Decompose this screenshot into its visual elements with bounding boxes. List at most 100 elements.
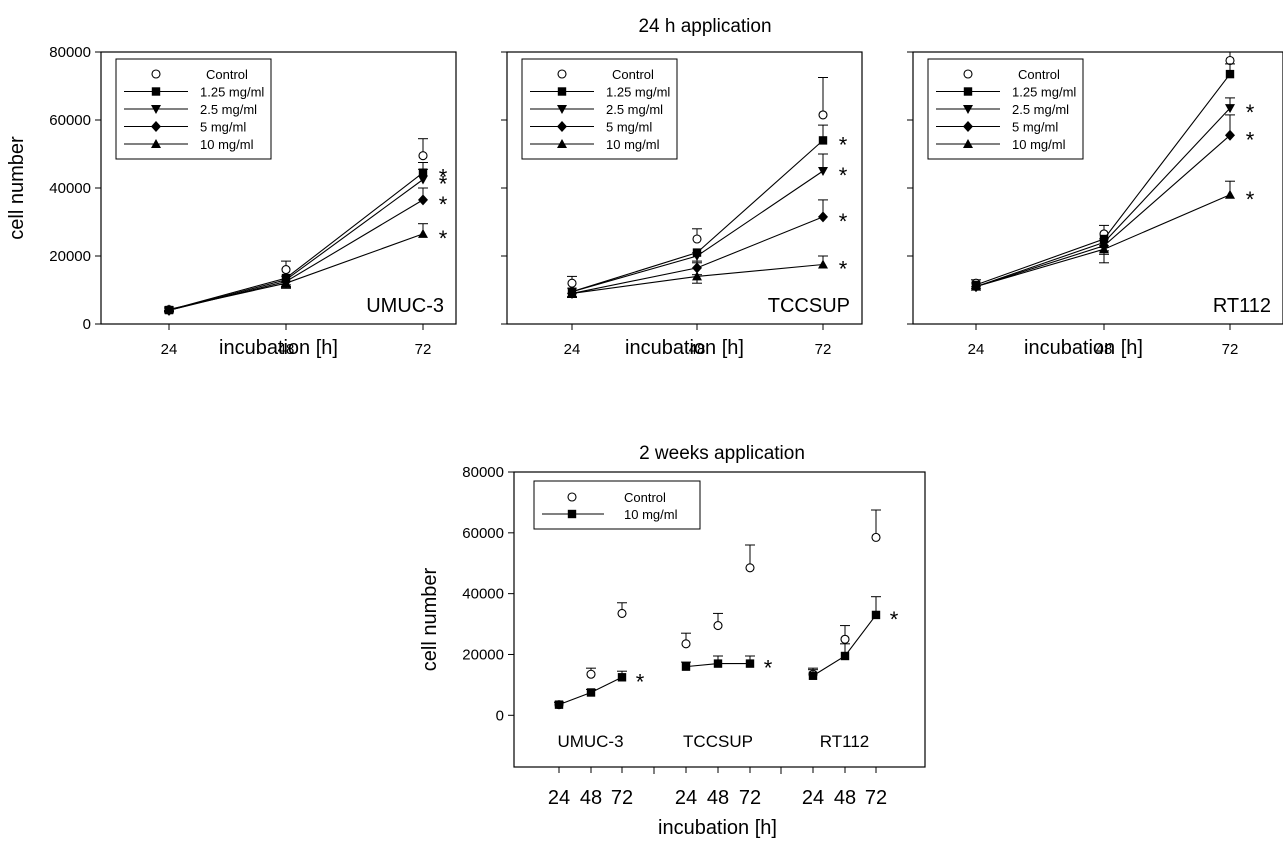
data-point [692,252,702,261]
legend-marker [557,105,567,114]
series-10-mg-ml: * [808,596,899,680]
y-axis-label: cell number [6,136,28,240]
x-tick-label: 48 [707,787,729,809]
data-point [681,639,691,649]
data-point [1225,129,1235,141]
series-10-mg-ml: * [971,180,1255,291]
x-tick-label: 48 [834,787,856,809]
data-point [681,662,691,671]
series-line [168,179,424,311]
legend: Control 1.25 mg/ml 2.5 mg/ml 5 mg/ml 10 mg/m… [521,58,678,160]
data-point [745,563,755,573]
data-point [617,608,627,618]
data-point [1225,189,1235,199]
group-label: TCCSUP [683,732,753,751]
legend-marker [963,105,973,114]
x-tick-label: 72 [815,341,832,358]
data-point [164,304,174,314]
significance-star: * [636,669,645,694]
y-tick-label: 80000 [49,44,91,61]
significance-star: * [839,209,848,234]
legend: Control 1.25 mg/ml 2.5 mg/ml 5 mg/ml 10 mg/m… [927,58,1084,160]
legend: Control 10 mg/ml [533,480,701,530]
significance-star: * [439,172,448,197]
series-control [681,544,755,649]
group-tccsup: 24 48 72 TCCSUP * [675,544,773,809]
x-axis-label: incubation [h] [219,337,338,359]
data-point [1099,244,1109,254]
data-point [567,278,577,288]
x-tick-label: 72 [415,341,432,358]
legend-entry: Control [612,67,654,82]
data-point [971,281,981,291]
legend-marker [151,87,161,96]
y-tick-label: 0 [496,707,504,724]
significance-star: * [764,656,773,681]
significance-star: * [839,132,848,157]
x-tick-label: 48 [580,787,602,809]
x-axis-label: incubation [h] [658,817,777,839]
x-tick-label: 24 [564,341,581,358]
data-point [713,621,723,631]
series-10-mg-ml: * [567,255,848,298]
legend-entry: 2.5 mg/ml [1012,102,1069,117]
series-10-mg-ml: * [164,223,448,314]
legend-marker [567,509,577,519]
legend-box [533,480,701,530]
legend-marker [567,492,577,502]
legend-entry: 5 mg/ml [200,120,246,135]
legend-entry: 1.25 mg/ml [1012,85,1076,100]
chart-panel-tccsup: incubation [h] 24 48 72 * * * * Control 1.25 mg/m… [501,51,863,359]
significance-star: * [1246,187,1255,212]
data-point [281,278,291,288]
x-tick-label: 24 [802,787,824,809]
significance-star: * [439,165,448,190]
significance-star: * [890,607,899,632]
panel-label: RT112 [1213,295,1271,317]
y-tick-label: 20000 [49,248,91,265]
legend-entry: 10 mg/ml [624,507,678,522]
data-point [586,688,596,697]
legend-marker [557,121,567,132]
y-tick-label: 60000 [49,112,91,129]
group-rt112: 24 48 72 RT112 * [802,509,899,809]
data-point [692,234,702,244]
significance-star: * [839,257,848,282]
y-axis-label: cell number [419,567,441,671]
data-point [418,151,428,161]
data-point [808,671,818,680]
data-point [1225,104,1235,114]
legend-marker [557,69,567,79]
legend: Control 1.25 mg/ml 2.5 mg/ml 5 mg/ml 10 mg/m… [115,58,272,160]
series-10-mg-ml: * [554,669,645,709]
data-point [281,265,291,275]
panel-label: UMUC-3 [366,295,444,317]
series-control [164,138,428,315]
legend-entry: 1.25 mg/ml [606,85,670,100]
data-point [871,532,881,542]
data-point [586,669,596,679]
y-tick-label: 40000 [49,180,91,197]
data-point [818,167,828,176]
data-point [713,659,723,668]
x-tick-label: 48 [1096,341,1113,358]
data-point [818,136,828,145]
legend-entry: 10 mg/ml [606,137,660,152]
y-tick-label: 0 [83,316,91,333]
legend-entry: 10 mg/ml [1012,137,1066,152]
legend-marker [151,139,161,148]
data-point [818,259,828,269]
legend-marker [963,69,973,79]
x-axis-label: incubation [h] [1024,337,1143,359]
significance-star: * [839,163,848,188]
legend-marker [151,121,161,132]
data-point [554,700,564,709]
legend-entry: Control [624,490,666,505]
series-1-25-mg-ml: * [164,162,448,315]
x-tick-label: 48 [689,341,706,358]
chart-panel-umuc-3: 0 20000 40000 60000 80000 incubation [h] cell … [6,44,457,359]
legend-entry: 5 mg/ml [606,120,652,135]
y-tick-label: 80000 [462,464,504,481]
data-point [818,211,828,223]
